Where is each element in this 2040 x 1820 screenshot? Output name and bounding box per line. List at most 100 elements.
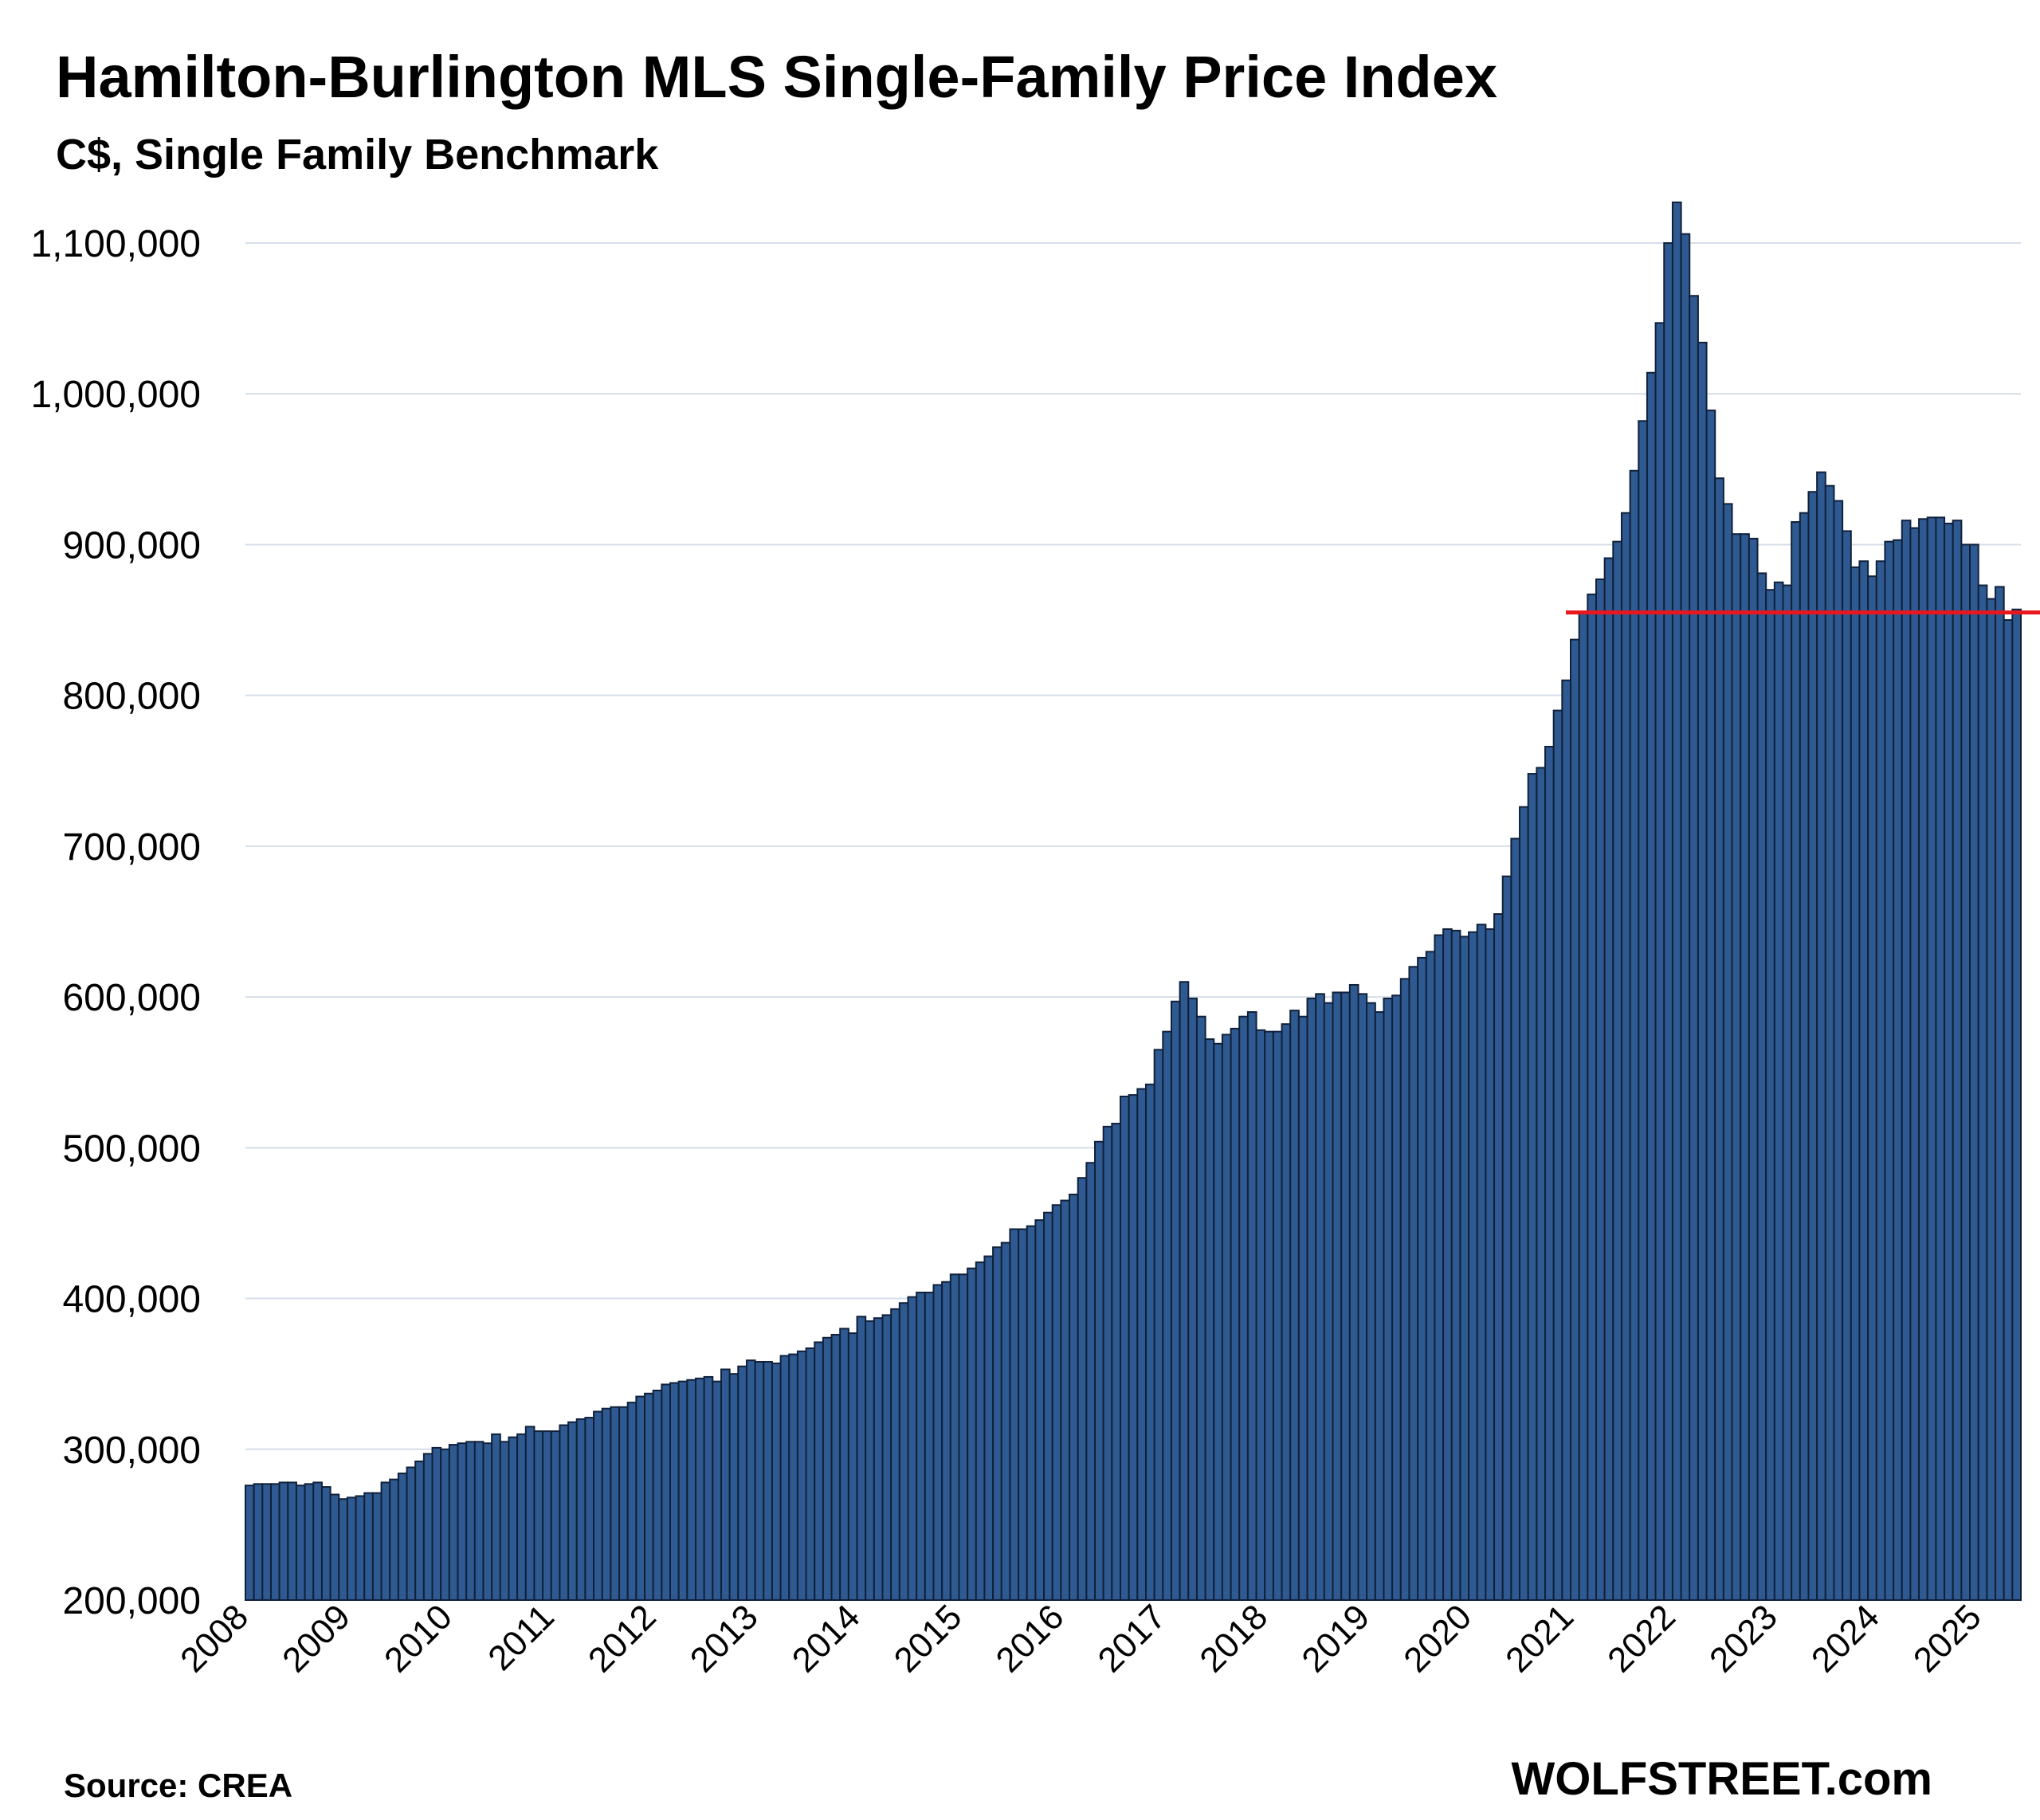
y-tick-label: 200,000	[62, 1580, 201, 1622]
bar	[491, 1433, 501, 1601]
bar	[626, 1402, 638, 1601]
x-tick-label: 2025	[1906, 1597, 1989, 1680]
bar	[295, 1485, 306, 1601]
bar	[1077, 1177, 1088, 1602]
bar	[881, 1314, 892, 1601]
bar	[1442, 928, 1453, 1601]
bar	[1867, 575, 1877, 1601]
bar	[1791, 521, 1801, 1601]
x-tick-label: 2010	[377, 1597, 460, 1680]
bar	[1238, 1015, 1249, 1601]
bar	[567, 1421, 578, 1601]
bar	[1069, 1193, 1079, 1601]
bar	[1323, 1002, 1334, 1602]
x-tick-label: 2024	[1804, 1597, 1887, 1680]
bar	[1357, 993, 1368, 1601]
bar	[1264, 1030, 1274, 1601]
bar	[1230, 1027, 1241, 1601]
bar	[601, 1407, 612, 1601]
bar	[618, 1406, 629, 1602]
bar	[389, 1478, 399, 1601]
bar	[593, 1410, 603, 1601]
bar	[575, 1418, 586, 1602]
bar	[465, 1441, 476, 1601]
bar	[533, 1430, 544, 1601]
bar	[1281, 1023, 1292, 1602]
bar	[822, 1336, 833, 1601]
bar	[1374, 1011, 1385, 1601]
bar	[1884, 540, 1895, 1601]
y-tick-label: 400,000	[62, 1279, 201, 1321]
bar	[304, 1483, 315, 1602]
bar	[1383, 998, 1394, 1601]
bar	[1646, 371, 1657, 1602]
x-tick-label: 2014	[785, 1597, 868, 1680]
bar	[1544, 746, 1555, 1601]
bar	[1909, 527, 1920, 1601]
x-tick-label: 2013	[683, 1597, 766, 1680]
bar	[499, 1441, 510, 1601]
x-tick-label: 2019	[1294, 1597, 1377, 1680]
bar	[856, 1316, 867, 1601]
bar	[677, 1380, 688, 1601]
bar	[1595, 578, 1606, 1601]
bar	[278, 1481, 289, 1602]
bar	[830, 1333, 842, 1601]
y-tick-label: 900,000	[62, 524, 201, 567]
bar	[890, 1308, 900, 1602]
bar	[1315, 993, 1325, 1601]
bar	[1179, 981, 1190, 1601]
bar	[1485, 928, 1496, 1601]
bar	[287, 1481, 297, 1602]
bar	[686, 1379, 696, 1601]
bar	[763, 1361, 773, 1602]
bar	[1705, 410, 1716, 1601]
bar	[1799, 512, 1810, 1602]
bar	[839, 1328, 849, 1602]
bar	[1153, 1049, 1164, 1601]
bar	[1255, 1029, 1266, 1601]
bar	[1654, 322, 1665, 1601]
x-tick-label: 2023	[1702, 1597, 1785, 1680]
bar	[796, 1350, 807, 1602]
bar	[1391, 994, 1402, 1601]
bar	[329, 1493, 340, 1602]
bar	[1289, 1010, 1300, 1601]
bar	[431, 1446, 442, 1602]
bar	[1170, 1000, 1181, 1602]
bar	[1629, 469, 1640, 1601]
x-axis-ticks: 2008 2009 2010 2011 2012 2013 2014 2015 2016 2017…	[173, 1597, 1989, 1680]
bar	[422, 1453, 434, 1601]
bar	[1000, 1241, 1011, 1602]
bar	[949, 1273, 960, 1602]
bar	[1901, 520, 1912, 1601]
bar	[644, 1392, 654, 1602]
bar	[1051, 1204, 1062, 1601]
source-note: Source: CREA	[64, 1767, 292, 1804]
x-tick-label: 2016	[989, 1597, 1072, 1680]
bar	[1340, 991, 1351, 1602]
bar	[1612, 540, 1622, 1601]
bar	[1009, 1228, 1020, 1601]
y-tick-label: 600,000	[62, 977, 201, 1019]
bar	[932, 1284, 944, 1602]
bar	[440, 1448, 450, 1602]
bar	[1348, 983, 1359, 1601]
bar	[1960, 543, 1971, 1602]
bars	[245, 201, 2022, 1602]
x-tick-label: 2015	[887, 1597, 970, 1680]
bar	[559, 1424, 570, 1601]
y-tick-label: 700,000	[62, 826, 201, 869]
bar	[1272, 1030, 1283, 1601]
bar	[1570, 638, 1580, 1601]
bar	[754, 1361, 765, 1602]
bar	[661, 1383, 672, 1602]
bar	[1162, 1030, 1172, 1601]
gridlines	[245, 242, 2021, 1450]
bar	[1977, 584, 1988, 1601]
y-tick-label: 1,000,000	[30, 374, 201, 416]
bar	[669, 1382, 680, 1602]
bar	[941, 1281, 951, 1601]
bar	[516, 1433, 527, 1601]
bar	[1969, 543, 1979, 1602]
